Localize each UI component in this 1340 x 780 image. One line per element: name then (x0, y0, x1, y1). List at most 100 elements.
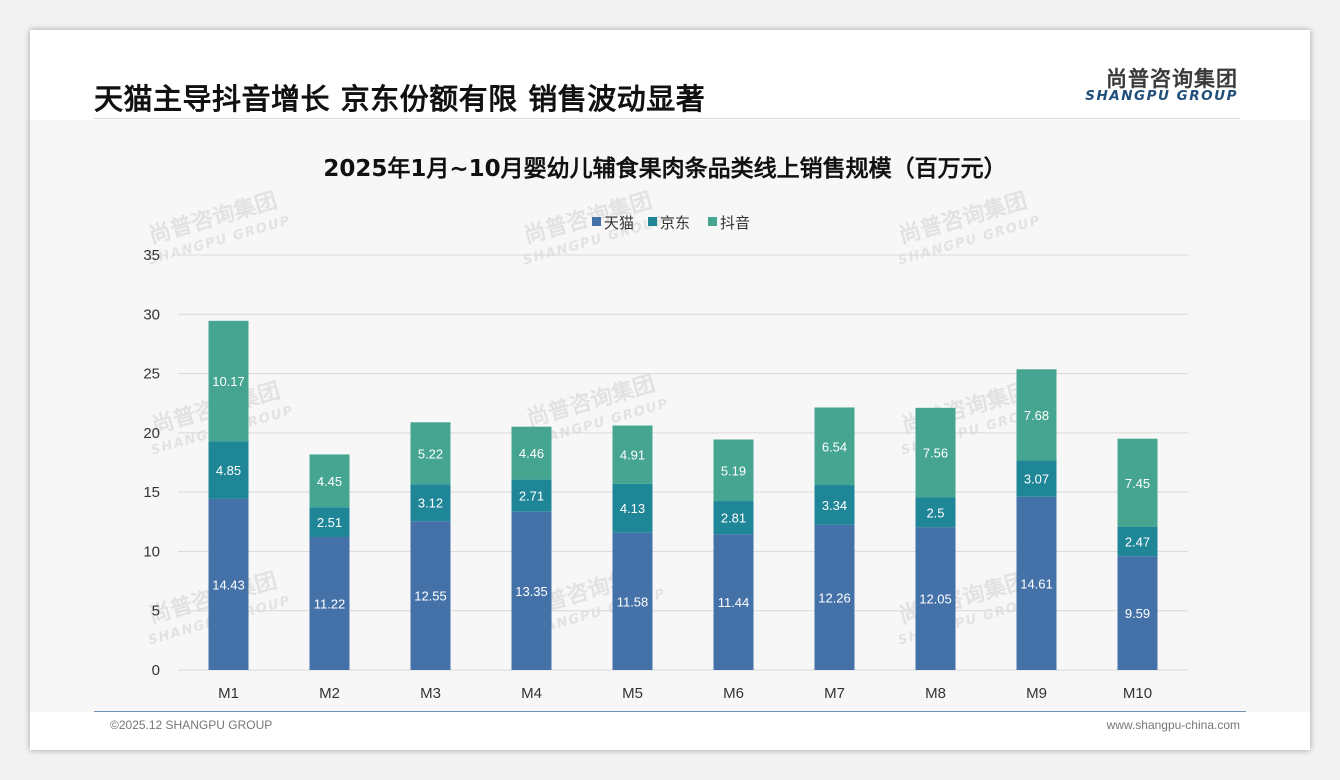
bar-segment (1117, 438, 1158, 528)
data-label: 9.59 (1125, 606, 1150, 621)
bar-segment (612, 425, 653, 484)
y-tick-label: 30 (143, 306, 160, 323)
data-label: 4.46 (519, 446, 544, 461)
y-tick-label: 5 (152, 603, 160, 620)
x-tick-label: M8 (925, 685, 946, 702)
bar-segment (915, 497, 956, 528)
data-label: 14.61 (1020, 576, 1053, 591)
data-label: 4.45 (317, 474, 342, 489)
bar-segment (309, 536, 350, 670)
bar-segment (410, 484, 451, 522)
data-label: 3.07 (1024, 472, 1049, 487)
bar-segment (915, 407, 956, 498)
header-divider (94, 118, 1240, 119)
x-tick-label: M1 (218, 685, 239, 702)
bar-segment (814, 524, 855, 670)
data-label: 10.17 (212, 374, 245, 389)
x-tick-label: M2 (319, 685, 340, 702)
bar-segment (511, 511, 552, 670)
data-label: 12.05 (919, 592, 952, 607)
data-label: 2.71 (519, 489, 544, 504)
legend-label: 京东 (660, 214, 690, 232)
data-label: 7.45 (1125, 476, 1150, 491)
x-tick-label: M5 (622, 685, 643, 702)
data-label: 3.12 (418, 496, 443, 511)
bar-segment (511, 479, 552, 512)
bar-segment (1117, 527, 1158, 557)
chart-bars: 14.43 4.85 10.17 11.22 2.51 4.45 12.55 3.12 5.22… (208, 320, 1158, 670)
footer-divider (94, 711, 1246, 712)
x-tick-label: M7 (824, 685, 845, 702)
data-label: 7.56 (923, 446, 948, 461)
bar-segment (410, 521, 451, 670)
bar-segment (511, 426, 552, 480)
bar-segment (1016, 496, 1057, 670)
y-tick-label: 0 (152, 662, 160, 679)
bar-segment (208, 441, 249, 499)
x-tick-label: M9 (1026, 685, 1047, 702)
x-tick-label: M10 (1123, 685, 1152, 702)
bar-segment (208, 320, 249, 442)
legend-swatch (648, 217, 657, 226)
data-label: 7.68 (1024, 408, 1049, 423)
data-label: 12.26 (818, 590, 851, 605)
data-label: 2.5 (926, 505, 944, 520)
bar-segment (612, 483, 653, 533)
data-label: 4.85 (216, 463, 241, 478)
bar-segment (713, 501, 754, 535)
bar-segment (915, 527, 956, 670)
data-label: 4.91 (620, 448, 645, 463)
data-label: 5.19 (721, 463, 746, 478)
legend-swatch (592, 217, 601, 226)
y-tick-label: 10 (143, 543, 160, 560)
data-label: 5.22 (418, 446, 443, 461)
data-label: 2.47 (1125, 535, 1150, 550)
x-tick-label: M3 (420, 685, 441, 702)
bar-segment (1117, 556, 1158, 670)
data-label: 13.35 (515, 584, 548, 599)
y-tick-label: 25 (143, 366, 160, 383)
data-label: 14.43 (212, 577, 245, 592)
y-tick-label: 20 (143, 425, 160, 442)
bar-segment (814, 407, 855, 486)
bar-segment (1016, 369, 1057, 461)
bar-segment (208, 498, 249, 670)
x-tick-label: M4 (521, 685, 542, 702)
brand-name-cn: 尚普咨询集团 (1106, 67, 1238, 91)
bar-segment (713, 439, 754, 502)
bar-segment (309, 454, 350, 508)
data-label: 3.34 (822, 498, 847, 513)
data-label: 2.81 (721, 511, 746, 526)
legend-label: 天猫 (604, 214, 634, 232)
data-label: 4.13 (620, 501, 645, 516)
bar-segment (309, 507, 350, 537)
legend-swatch (708, 217, 717, 226)
data-label: 11.22 (314, 596, 346, 611)
bar-segment (612, 532, 653, 670)
brand-name-en: SHANGPU GROUP (1085, 88, 1238, 104)
chart-title: 2025年1月~10月婴幼儿辅食果肉条品类线上销售规模（百万元） (323, 155, 1006, 182)
bar-segment (713, 534, 754, 670)
y-tick-label: 35 (143, 247, 160, 264)
y-tick-label: 15 (143, 484, 160, 501)
data-label: 6.54 (822, 439, 847, 454)
data-label: 11.44 (718, 595, 750, 610)
x-tick-label: M6 (723, 685, 744, 702)
y-axis-ticks: 0 5 10 15 20 25 30 35 (143, 247, 160, 679)
bar-segment (814, 485, 855, 525)
footer-copyright: ©2025.12 SHANGPU GROUP (110, 718, 273, 732)
data-label: 11.58 (617, 594, 649, 609)
bar-segment (410, 422, 451, 485)
legend-label: 抖音 (720, 214, 750, 232)
chart-legend: 天猫 京东 抖音 (592, 214, 750, 232)
footer-website: www.shangpu-china.com (1106, 718, 1240, 732)
data-label: 2.51 (317, 515, 342, 530)
bar-segment (1016, 460, 1057, 497)
header-band (30, 30, 1310, 120)
x-axis-ticks: M1 M2 M3 M4 M5 M6 M7 M8 M9 M10 (218, 685, 1152, 702)
page-title: 天猫主导抖音增长 京东份额有限 销售波动显著 (94, 82, 706, 116)
